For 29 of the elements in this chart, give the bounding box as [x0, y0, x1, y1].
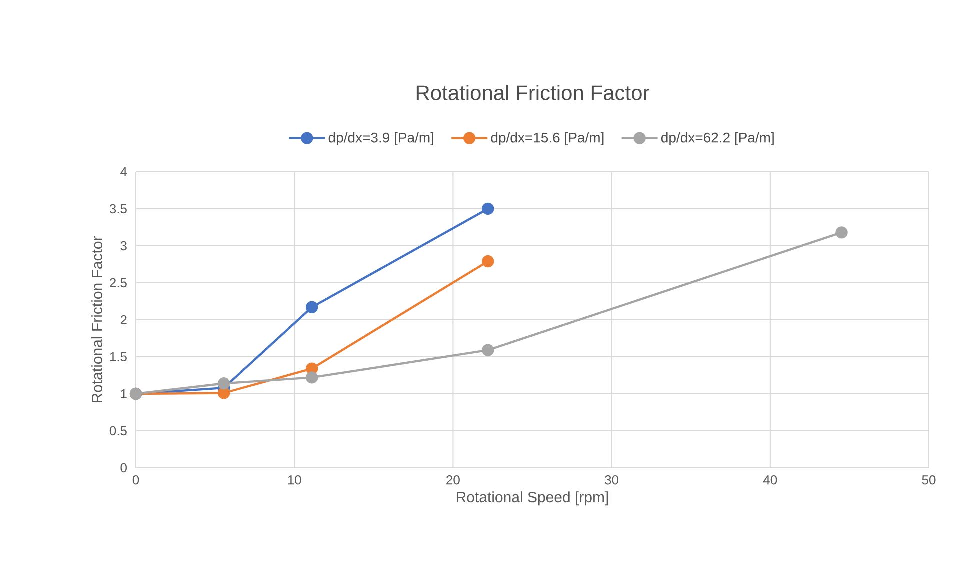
point: [306, 301, 318, 314]
chart-title: Rotational Friction Factor: [416, 85, 650, 100]
y-tick-label: 3: [120, 241, 127, 251]
x-tick-label: 50: [922, 476, 936, 485]
y-tick-label: 1.5: [110, 352, 127, 362]
x-tick-label: 0: [132, 476, 140, 485]
y-tick-label: 2.5: [110, 278, 127, 288]
legend-label: dp/dx=62.2 [Pa/m]: [661, 132, 774, 146]
point: [482, 202, 494, 216]
x-tick-label: 40: [763, 476, 778, 485]
y-tick-label: 0: [120, 463, 127, 473]
x-axis-title: Rotational Speed [rpm]: [457, 492, 608, 506]
legend-label: dp/dx=15.6 [Pa/m]: [491, 132, 604, 146]
y-tick-label: 0.5: [110, 426, 127, 436]
point: [218, 378, 230, 390]
x-tick-label: 20: [446, 476, 460, 485]
y-axis-title: Rotational Friction Factor: [92, 236, 103, 403]
x-tick-label: 10: [288, 476, 302, 485]
y-tick-label: 1: [121, 390, 127, 398]
point: [306, 372, 318, 384]
point: [482, 255, 494, 268]
y-tick-label: 2: [120, 315, 127, 325]
y-tick-label: 3.5: [110, 204, 127, 214]
x-tick-label: 30: [605, 476, 619, 485]
point: [218, 387, 230, 400]
y-tick-label: 4: [120, 168, 128, 176]
point: [482, 344, 494, 356]
legend-label: dp/dx=3.9 [Pa/m]: [328, 132, 434, 146]
point: [836, 226, 848, 239]
